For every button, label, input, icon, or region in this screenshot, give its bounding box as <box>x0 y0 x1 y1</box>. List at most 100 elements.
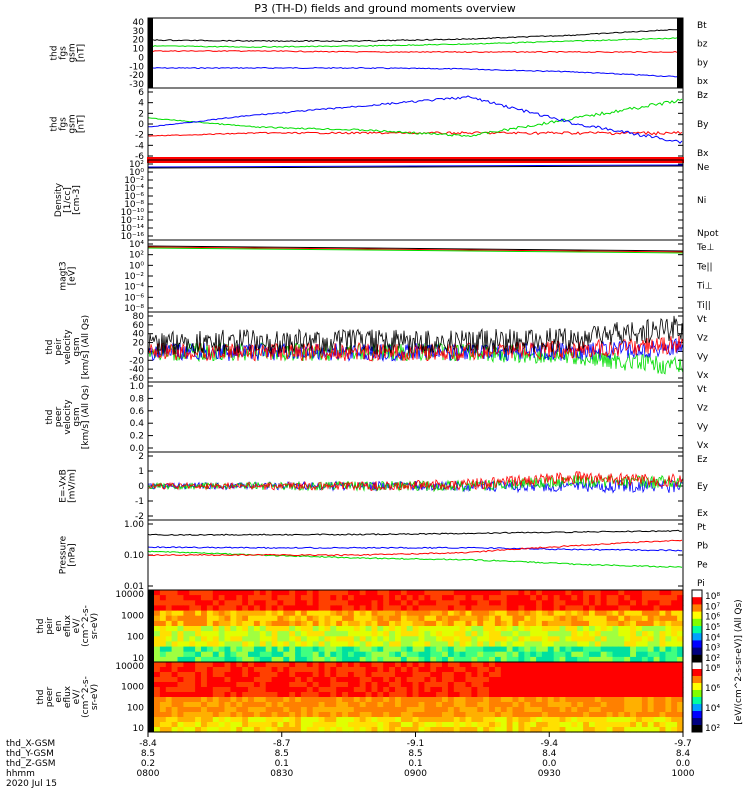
ylabel-peir_vel: thdpeirvelocitygsm[km/s] (All Qs) <box>45 315 91 379</box>
ytick-label: 1000 <box>121 611 144 621</box>
ytick-label: 0 <box>138 482 144 492</box>
ylabel-peer_eflux: thdpeerenefluxeV/(cm^2-s-sr-eV) <box>36 676 100 718</box>
xaxis-z-value: 0.0 <box>676 759 691 769</box>
legend-bx: bx <box>697 77 709 87</box>
xaxis-z-value: 0.1 <box>408 759 422 769</box>
series-ti <box>147 247 684 254</box>
ytick-label: 10 <box>133 724 145 734</box>
ytick-label: 10⁻⁸ <box>124 200 144 210</box>
series-Bx <box>147 95 683 144</box>
panel-pressure: Pressure[nPa] 1.00 0.10 0.01 Pt Pb Pe Pi <box>59 519 708 592</box>
colorbar-tick: 10⁸ <box>705 664 720 674</box>
ytick-label: 1000 <box>121 683 144 693</box>
panel-peir_vel: thdpeirvelocitygsm[km/s] (All Qs) 8060402… <box>45 311 709 384</box>
series-Pi <box>147 546 682 552</box>
legend-vy: Vy <box>697 352 709 362</box>
colorbar-tick: 10⁴ <box>705 704 720 714</box>
data-gap-bar <box>148 662 154 732</box>
series-Pb <box>147 539 683 557</box>
ytick-label: 100 <box>127 703 144 713</box>
ytick-label: 20 <box>133 36 145 46</box>
legend-ne: Ne <box>697 163 710 173</box>
ytick-label: 0.6 <box>130 407 145 417</box>
ytick-label: 1.0 <box>130 382 145 392</box>
series-npot <box>147 164 684 168</box>
legend-ex: Ex <box>697 509 709 519</box>
ytick-label: 2 <box>138 452 144 462</box>
ytick-label: 20 <box>133 339 145 349</box>
legend-pe: Pe <box>697 560 708 570</box>
series-te-perp <box>147 246 684 253</box>
colorbar-tick: 10⁴ <box>705 633 720 643</box>
colorbar-tick: 10³ <box>705 644 720 654</box>
ytick-label: 10⁻² <box>124 176 144 186</box>
legend-ni: Ni <box>697 196 706 206</box>
ytick-label: 0 <box>138 120 144 130</box>
xaxis-x-value: -9.7 <box>674 739 692 749</box>
xaxis-hhmm-value: 0830 <box>270 769 293 779</box>
ytick-label: 0.2 <box>130 432 144 442</box>
ytick-label: 30 <box>133 27 145 37</box>
panels: thdfgsgsm[nT]403020100-10-20-30Btbzbybxt… <box>36 17 744 734</box>
series-bx <box>152 66 678 78</box>
ytick-label: 0.10 <box>124 551 144 561</box>
ytick-label: 10⁻¹⁰ <box>121 208 145 218</box>
colorbar-peer_eflux: 10⁸ 10⁶ 10⁴ 10² <box>691 661 720 734</box>
legend-pi: Pi <box>697 579 705 589</box>
ytick-label: 10 <box>133 654 145 664</box>
legend-te||: Te|| <box>696 262 713 272</box>
colorbar-tick: 10² <box>705 724 720 734</box>
legend-te⊥: Te⊥ <box>696 243 715 253</box>
series-by <box>152 37 678 48</box>
xaxis-x-value: -8.4 <box>139 739 157 749</box>
ytick-label: -30 <box>129 80 144 90</box>
ytick-label: 10² <box>129 160 144 170</box>
panel-efield: E=-VxB[mV/m] 2 1 0 -1 -2 Ez Ey Ex <box>59 451 709 522</box>
legend-ti⊥: Ti⊥ <box>696 282 713 292</box>
ytick-label: -20 <box>129 71 144 81</box>
colorbar-tick: 10⁷ <box>705 602 720 612</box>
ylabel-peer_vel: thdpeervelocitygsm[km/s] (All Qs) <box>45 385 91 449</box>
series-te-par <box>147 245 684 252</box>
legend-vx: Vx <box>697 441 709 451</box>
xaxis-y-value: 8.5 <box>141 749 155 759</box>
series-Pt <box>147 529 683 536</box>
ytick-label: -10 <box>129 62 144 72</box>
ytick-label: 0.4 <box>130 419 145 429</box>
colorbar-tick: 10⁶ <box>705 684 720 694</box>
panel-peer_eflux: thdpeerenefluxeV/(cm^2-s-sr-eV) 10000 1000… <box>36 661 720 734</box>
ytick-label: 10⁻⁶ <box>124 293 144 303</box>
xaxis-row-label: thd_Z-GSM <box>6 759 55 769</box>
xaxis-row-label: thd_X-GSM <box>6 739 55 749</box>
ytick-label: 10⁰ <box>129 261 144 271</box>
ytick-label: -4 <box>135 141 144 151</box>
ylabel-peir_eflux: thdpeirenefluxeV/(cm^2-s-sr-eV) <box>36 605 100 647</box>
legend-ez: Ez <box>697 455 708 465</box>
xaxis-hhmm-value: 1000 <box>672 769 695 779</box>
legend-vt: Vt <box>697 385 707 395</box>
ytick-label: 10⁻¹² <box>121 216 145 226</box>
x-axis-annotation: thd_X-GSMthd_Y-GSMthd_Z-GSMhhmm-8.48.50.… <box>6 732 695 779</box>
panel-frame <box>147 17 684 89</box>
legend-vz: Vz <box>697 334 708 344</box>
xaxis-hhmm-value: 0930 <box>538 769 561 779</box>
ytick-label: 10000 <box>115 590 144 600</box>
series-Vx <box>147 338 684 362</box>
legend-vt: Vt <box>697 315 707 325</box>
legend-bz: Bz <box>697 91 708 101</box>
date-label: 2020 Jul 15 <box>6 779 57 789</box>
legend-by: by <box>697 58 709 68</box>
ytick-label: 1.00 <box>124 520 144 530</box>
legend-vy: Vy <box>697 422 709 432</box>
xaxis-y-value: 8.4 <box>542 749 557 759</box>
xaxis-y-value: 8.5 <box>275 749 289 759</box>
ytick-label: -2 <box>135 512 144 522</box>
panel-peir_eflux: thdpeirenefluxeV/(cm^2-s-sr-eV) 10000 1000… <box>36 589 720 664</box>
series-Pe <box>147 550 683 568</box>
panel-frame <box>147 381 684 453</box>
ytick-label: 0.0 <box>130 444 145 454</box>
ytick-label: -2 <box>135 131 144 141</box>
ylabel-fgs: thdfgsgsm[nT] <box>50 43 87 62</box>
ytick-label: 10⁻⁴ <box>124 283 144 293</box>
